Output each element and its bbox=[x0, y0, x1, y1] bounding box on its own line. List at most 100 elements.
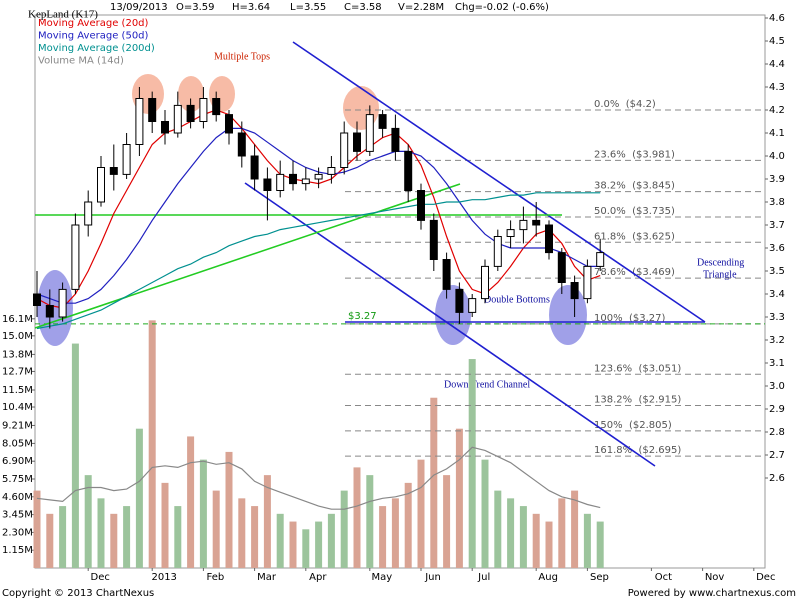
bottom-highlight bbox=[37, 270, 73, 346]
candle-body bbox=[97, 167, 105, 203]
y-tick-label: 3.1 bbox=[769, 358, 785, 369]
y-tick-label: 3.4 bbox=[769, 289, 785, 300]
y-tick-label: 2.7 bbox=[769, 450, 785, 461]
volume-bar bbox=[315, 521, 323, 568]
candle-body bbox=[442, 259, 451, 290]
candle-body bbox=[468, 298, 477, 313]
y2-tick-label: 10.4M bbox=[2, 402, 33, 413]
candle-body bbox=[481, 265, 489, 300]
candle-body bbox=[276, 173, 285, 191]
candle-body bbox=[391, 127, 400, 152]
volume-bar bbox=[404, 482, 412, 568]
y-tick-label: 3.6 bbox=[769, 243, 785, 254]
volume-bar bbox=[366, 475, 374, 568]
volume-bar bbox=[519, 506, 527, 568]
volume-bar bbox=[174, 506, 182, 568]
y-tick-label: 2.9 bbox=[769, 404, 785, 415]
annotation: Double Bottoms bbox=[484, 294, 550, 305]
trend-line bbox=[292, 41, 706, 323]
volume-bar bbox=[187, 436, 195, 568]
footer-right: Powered by www.chartnexus.com bbox=[628, 588, 796, 599]
y2-tick-label: 6.90M bbox=[2, 456, 33, 467]
candle-body bbox=[148, 98, 157, 122]
volume-bar bbox=[455, 428, 463, 568]
y-tick-label: 2.6 bbox=[769, 473, 785, 484]
volume-bar bbox=[430, 397, 438, 568]
y-tick-label: 4.3 bbox=[769, 82, 785, 93]
x-tick-label: Mar bbox=[257, 572, 277, 583]
candle-body bbox=[250, 155, 259, 180]
volume-bar bbox=[545, 521, 553, 568]
candle-body bbox=[557, 252, 566, 284]
candle-body bbox=[596, 252, 605, 267]
volume-bar bbox=[71, 343, 79, 568]
candle-body bbox=[340, 132, 349, 168]
y-tick-label: 3.2 bbox=[769, 335, 785, 346]
y2-tick-label: 12.7M bbox=[2, 366, 33, 377]
candle-body bbox=[109, 167, 118, 175]
y2-tick-label: 3.45M bbox=[2, 510, 33, 521]
fib-label: 100% ($3.27) bbox=[594, 313, 665, 324]
fib-label: 50.0% ($3.735) bbox=[594, 206, 675, 217]
legend-entry: Volume MA (14d) bbox=[38, 56, 124, 67]
volume-bar bbox=[481, 459, 489, 568]
header-item: C=3.58 bbox=[344, 2, 382, 13]
volume-bar bbox=[596, 521, 604, 568]
y-tick-label: 3.8 bbox=[769, 197, 785, 208]
legend-entry: Moving Average (200d) bbox=[38, 43, 155, 54]
candle-body bbox=[545, 224, 553, 254]
x-tick-label: Aug bbox=[538, 572, 558, 583]
volume-bar bbox=[391, 498, 399, 568]
y-tick-label: 4.0 bbox=[769, 151, 785, 162]
x-tick-label: Jul bbox=[477, 572, 490, 583]
x-tick-label: Oct bbox=[655, 572, 672, 583]
volume-bar bbox=[302, 529, 310, 568]
y2-tick-label: 9.21M bbox=[2, 420, 33, 431]
fib-label: 138.2% ($2.915) bbox=[594, 395, 681, 406]
annotation: Down Trend Channel bbox=[444, 379, 530, 390]
volume-bar bbox=[238, 498, 246, 568]
y2-tick-label: 16.1M bbox=[2, 314, 33, 325]
candle-body bbox=[84, 201, 93, 226]
candle-body bbox=[173, 104, 182, 134]
y2-tick-label: 1.15M bbox=[2, 545, 33, 556]
x-tick-label: Apr bbox=[309, 572, 327, 583]
trend-line bbox=[34, 183, 461, 329]
y2-tick-label: 11.5M bbox=[2, 385, 33, 396]
fib-label: 150% ($2.805) bbox=[594, 420, 672, 431]
candle-body bbox=[45, 305, 54, 318]
header-item: Chg=-0.02 (-0.6%) bbox=[455, 2, 549, 13]
ma-line bbox=[36, 446, 601, 510]
bottom-highlight bbox=[549, 285, 587, 345]
volume-bar bbox=[97, 498, 105, 568]
volume-bar bbox=[468, 359, 476, 568]
y-tick-label: 3.0 bbox=[769, 381, 785, 392]
candle-body bbox=[58, 288, 67, 318]
x-tick-label: Feb bbox=[207, 572, 225, 583]
y2-tick-label: 13.8M bbox=[2, 349, 33, 360]
annotation: Multiple Tops bbox=[214, 51, 270, 62]
volume-bar bbox=[225, 451, 233, 568]
plot-frame bbox=[34, 14, 766, 569]
volume-bar bbox=[123, 506, 131, 568]
y-tick-label: 4.1 bbox=[769, 128, 785, 139]
candle-body bbox=[404, 150, 413, 191]
fib-label: 23.6% ($3.981) bbox=[594, 149, 675, 160]
y-tick-label: 2.8 bbox=[769, 427, 785, 438]
volume-bar bbox=[110, 513, 118, 568]
candle-body bbox=[455, 288, 464, 313]
y-tick-label: 4.6 bbox=[769, 13, 785, 24]
header-item: O=3.59 bbox=[176, 2, 215, 13]
y2-tick-label: 4.60M bbox=[2, 492, 33, 503]
fib-label: 61.8% ($3.625) bbox=[594, 231, 675, 242]
candle-body bbox=[506, 229, 515, 238]
candle-body bbox=[33, 293, 41, 306]
y-tick-label: 4.4 bbox=[769, 59, 785, 70]
volume-bar bbox=[353, 467, 361, 568]
fib-label: 78.6% ($3.469) bbox=[594, 267, 675, 278]
volume-bar bbox=[59, 506, 67, 568]
volume-bar bbox=[84, 475, 92, 568]
legend-entry: Moving Average (50d) bbox=[38, 31, 149, 42]
annotation: Descending bbox=[697, 257, 744, 268]
